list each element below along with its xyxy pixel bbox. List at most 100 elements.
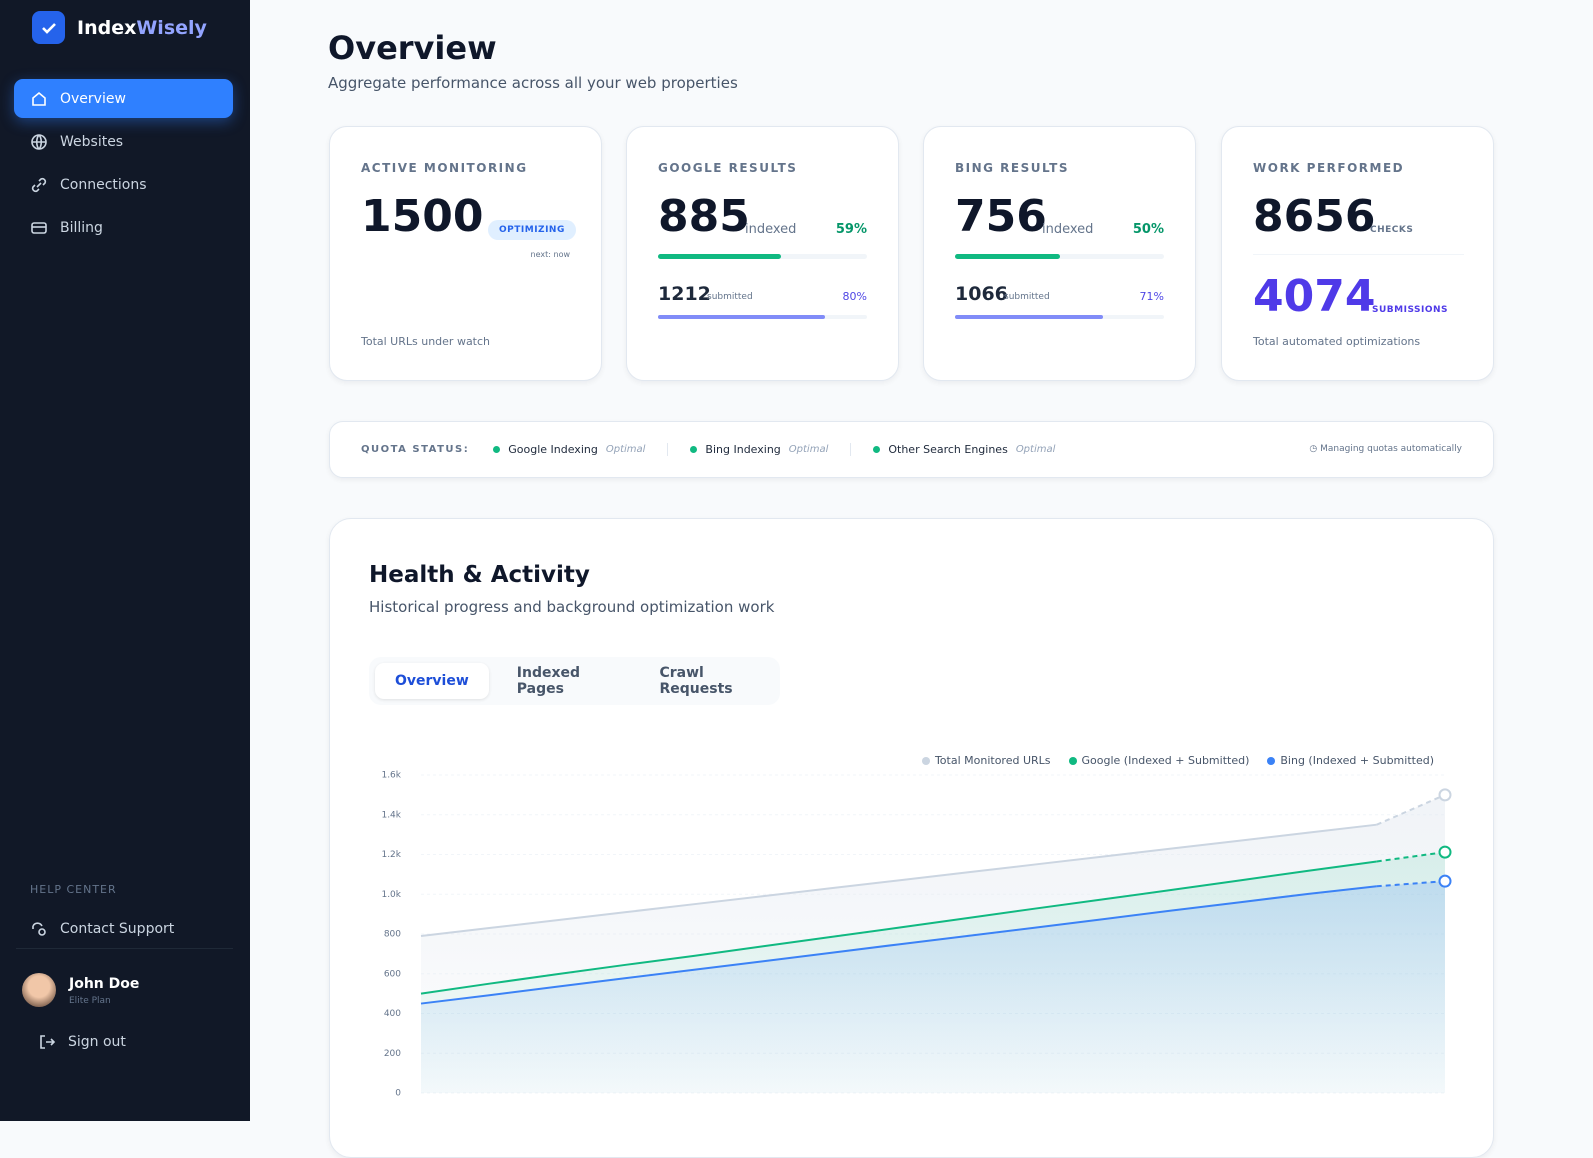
end-point [1438,788,1452,802]
y-tick-label: 200 [384,1049,401,1059]
section-subtitle: Historical progress and background optim… [369,598,775,616]
card-unit: SUBMISSIONS [1372,305,1449,315]
legend-label: Google (Indexed + Submitted) [1081,754,1250,767]
brand: IndexWisely [32,11,207,44]
y-tick-label: 1.2k [381,850,401,860]
quota-bar: QUOTA STATUS: Google Indexing Optimal Bing… [329,421,1494,478]
status-dot [690,446,698,453]
progress-bar [955,315,1104,319]
page-subtitle: Aggregate performance across all your we… [328,74,738,92]
nav-item[interactable]: Websites [14,122,233,161]
line [420,860,1377,995]
quota-name: Google Indexing [508,443,598,456]
card-value: 1066 [955,283,1008,305]
end-point [1438,845,1452,859]
percent: 59% [835,222,867,237]
card-label: BING RESULTS [955,161,1069,175]
projection [1376,880,1446,888]
card-unit: submitted [707,292,753,302]
divider [1253,254,1464,255]
quota-status: Optimal [788,444,829,455]
progress-track [955,254,1164,259]
stat-card: GOOGLE RESULTS 885 indexed 59% 1212 submitted… [626,126,899,381]
legend-label: Total Monitored URLs [934,754,1051,767]
nav-item[interactable]: Billing [14,208,233,247]
stat-card: WORK PERFORMED 8656 CHECKS 4074 SUBMISSI… [1221,126,1494,381]
section-title: Health & Activity [369,562,590,588]
percent: 50% [1132,222,1164,237]
stat-card: ACTIVE MONITORING 1500 OPTIMIZING next: … [329,126,602,381]
y-tick-label: 1.4k [381,810,401,820]
card-footer: Total automated optimizations [1253,335,1421,348]
legend-item: Total Monitored URLs [921,754,1051,767]
card-unit: indexed [745,222,797,237]
nav-label: Websites [60,133,124,150]
card-footer: Total URLs under watch [361,335,491,348]
nav-label: Contact Support [60,920,175,937]
tab[interactable]: Crawl Requests [659,665,733,697]
y-tick-label: 400 [384,1009,401,1019]
logo [32,11,65,44]
card-value: 1212 [658,283,711,305]
divider [16,948,233,949]
brand-part: Index [77,16,137,39]
brand-part: Wisely [136,16,207,39]
help-heading: HELP CENTER [30,883,117,896]
nav-label: Overview [60,90,126,107]
tab[interactable]: Indexed Pages [516,665,581,697]
y-tick-label: 1.0k [381,890,401,900]
legend-item: Google (Indexed + Submitted) [1068,754,1250,767]
nav-item[interactable]: Connections [14,165,233,204]
quota-note: ◷ Managing quotas automatically [1309,444,1462,454]
contact-support[interactable]: Contact Support [14,909,233,948]
chart: 0 200 400 600 800 1.0k 1.2k 1.4k 1.6k [381,771,1452,1099]
progress-track [658,315,867,319]
percent: 71% [1139,290,1164,303]
sign-out-label: Sign out [68,1034,126,1050]
legend-label: Bing (Indexed + Submitted) [1280,754,1434,767]
user-name: John Doe [69,976,140,992]
projection [1376,793,1446,826]
card-value: 756 [955,191,1047,242]
card-unit: CHECKS [1370,225,1414,235]
sign-out[interactable]: Sign out [38,1033,126,1051]
card-value: 4074 [1253,271,1376,322]
line [420,823,1377,937]
quota-name: Other Search Engines [888,443,1008,456]
card-unit: indexed [1042,222,1094,237]
quota-status: Optimal [605,444,646,455]
card-label: WORK PERFORMED [1253,161,1405,175]
quota-item: Google Indexing Optimal [493,443,669,456]
y-tick-label: 0 [395,1089,401,1099]
card-label: GOOGLE RESULTS [658,161,798,175]
quota-status: Optimal [1015,444,1056,455]
y-tick-label: 800 [384,930,401,940]
legend-dot [921,756,930,765]
card-value: 1500 [361,191,484,242]
progress-bar [658,254,782,259]
tab[interactable]: Overview [375,663,489,699]
progress-track [658,254,867,259]
card-value: 8656 [1253,191,1376,242]
legend-item: Bing (Indexed + Submitted) [1267,754,1434,767]
quota-name: Bing Indexing [705,443,781,456]
progress-bar [955,254,1060,259]
line [420,885,1377,1005]
quota-note-text: Managing quotas automatically [1320,444,1462,454]
projection [1376,851,1446,863]
quota-item: Bing Indexing Optimal [668,443,852,456]
progress-bar [658,315,826,319]
status-dot [873,446,881,453]
percent: 80% [842,290,867,303]
status-dot [493,446,501,453]
nav-item[interactable]: Overview [14,79,233,118]
sidebar: IndexWisely Overview Websites Connection… [0,0,250,1121]
badge: OPTIMIZING [488,220,576,240]
y-tick-label: 600 [384,969,401,979]
card-unit: submitted [1004,292,1050,302]
page: IndexWisely Overview Websites Connection… [0,0,1494,1158]
tabs: Overview Indexed Pages Crawl Requests [369,657,780,705]
y-tick-label: 1.6k [381,771,401,781]
page-title: Overview [328,29,497,67]
user-plan: Elite Plan [69,996,111,1006]
